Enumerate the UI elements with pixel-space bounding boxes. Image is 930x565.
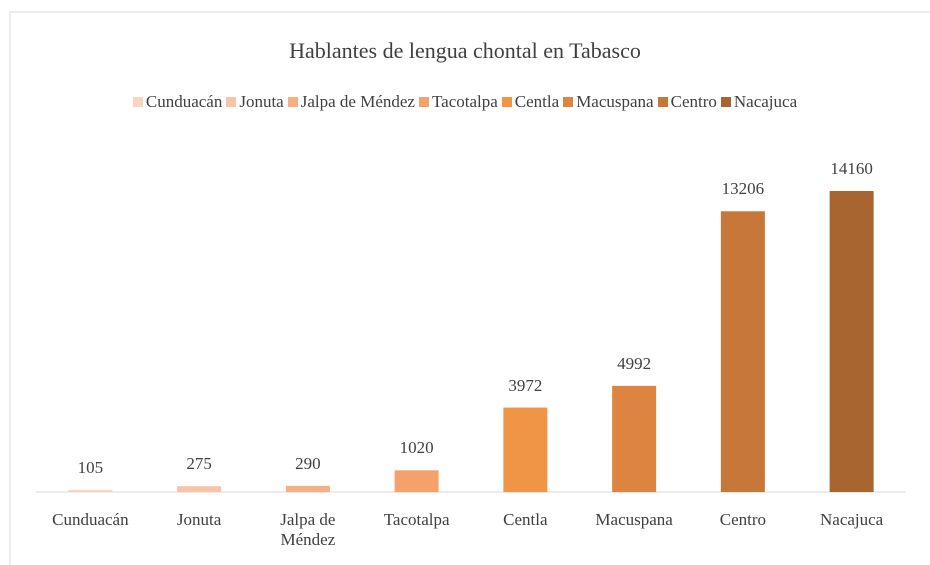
- data-label: 275: [186, 454, 212, 474]
- data-label: 14160: [830, 159, 873, 178]
- legend-label: Macuspana: [576, 92, 654, 111]
- legend-label: Nacajuca: [733, 92, 798, 111]
- x-tick-label: Nacajuca: [820, 510, 884, 529]
- legend-swatch: [226, 97, 237, 107]
- legend-swatch: [657, 97, 668, 107]
- chart-title: Hablantes de lengua chontal en Tabasco: [289, 38, 641, 63]
- bar: [177, 486, 222, 492]
- legend-swatch: [287, 97, 298, 107]
- data-label: 4992: [617, 353, 652, 373]
- legend-item: Cunduacán: [132, 92, 223, 112]
- legend: Cunduacán Jonuta Jalpa de Méndez Tacotalpa C…: [0, 92, 930, 112]
- x-tick-label: Centla: [503, 510, 548, 529]
- legend-label: Tacotalpa: [431, 92, 498, 111]
- x-tick-label: Jalpa de Méndez: [280, 510, 336, 549]
- legend-swatch: [501, 97, 512, 107]
- bar: [285, 485, 330, 492]
- legend-label: Cunduacán: [145, 92, 223, 111]
- legend-swatch: [418, 97, 429, 107]
- legend-label: Jalpa de Méndez: [300, 92, 415, 111]
- legend-swatch: [720, 97, 731, 107]
- bar: [503, 407, 548, 492]
- x-tick-label: Macuspana: [595, 510, 673, 529]
- data-label: 1020: [399, 438, 434, 458]
- legend-label: Centro: [670, 92, 717, 111]
- bar: [68, 489, 113, 492]
- data-label: 290: [295, 453, 321, 473]
- bar: [829, 191, 874, 492]
- bar: [612, 385, 657, 492]
- data-label: 13206: [721, 179, 765, 199]
- x-tick-label: Jonuta: [176, 510, 222, 529]
- legend-swatch: [132, 97, 143, 107]
- legend-label: Jonuta: [239, 92, 284, 111]
- legend-item: Centla: [501, 92, 560, 112]
- legend-item: Nacajuca: [720, 92, 798, 112]
- x-tick-label: Cunduacán: [52, 510, 129, 529]
- legend-item: Macuspana: [563, 92, 654, 112]
- legend-item: Jonuta: [226, 92, 284, 112]
- bar: [720, 211, 765, 492]
- x-tick-label: Centro: [719, 510, 767, 529]
- legend-label: Centla: [514, 92, 560, 111]
- legend-item: Jalpa de Méndez: [287, 92, 415, 112]
- data-label: 3972: [508, 375, 543, 395]
- legend-swatch: [563, 97, 574, 107]
- x-tick-label: Tacotalpa: [383, 510, 450, 529]
- legend-item: Centro: [657, 92, 717, 112]
- bar: [394, 470, 439, 492]
- data-label: 105: [77, 457, 104, 477]
- legend-item: Tacotalpa: [418, 92, 498, 112]
